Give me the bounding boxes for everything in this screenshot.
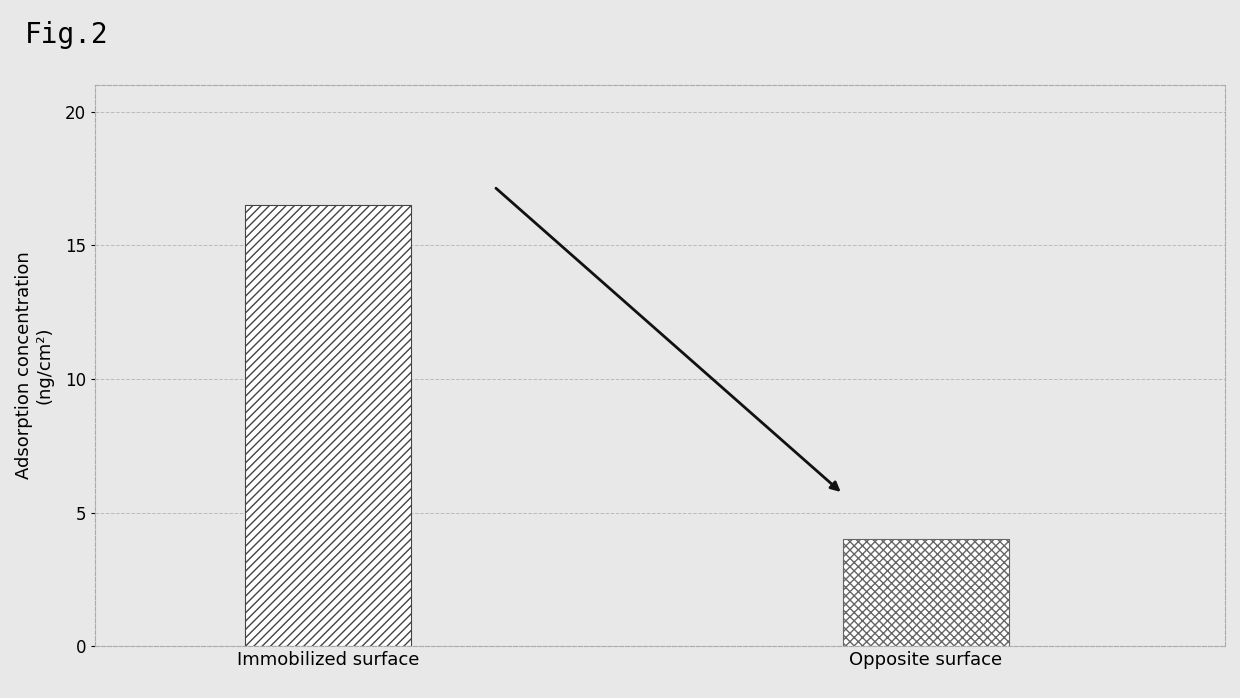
Text: Fig.2: Fig.2	[25, 21, 109, 49]
Y-axis label: Adsorption concentration
(ng/cm²): Adsorption concentration (ng/cm²)	[15, 251, 53, 480]
Bar	[843, 540, 1009, 646]
Bar	[244, 205, 410, 646]
